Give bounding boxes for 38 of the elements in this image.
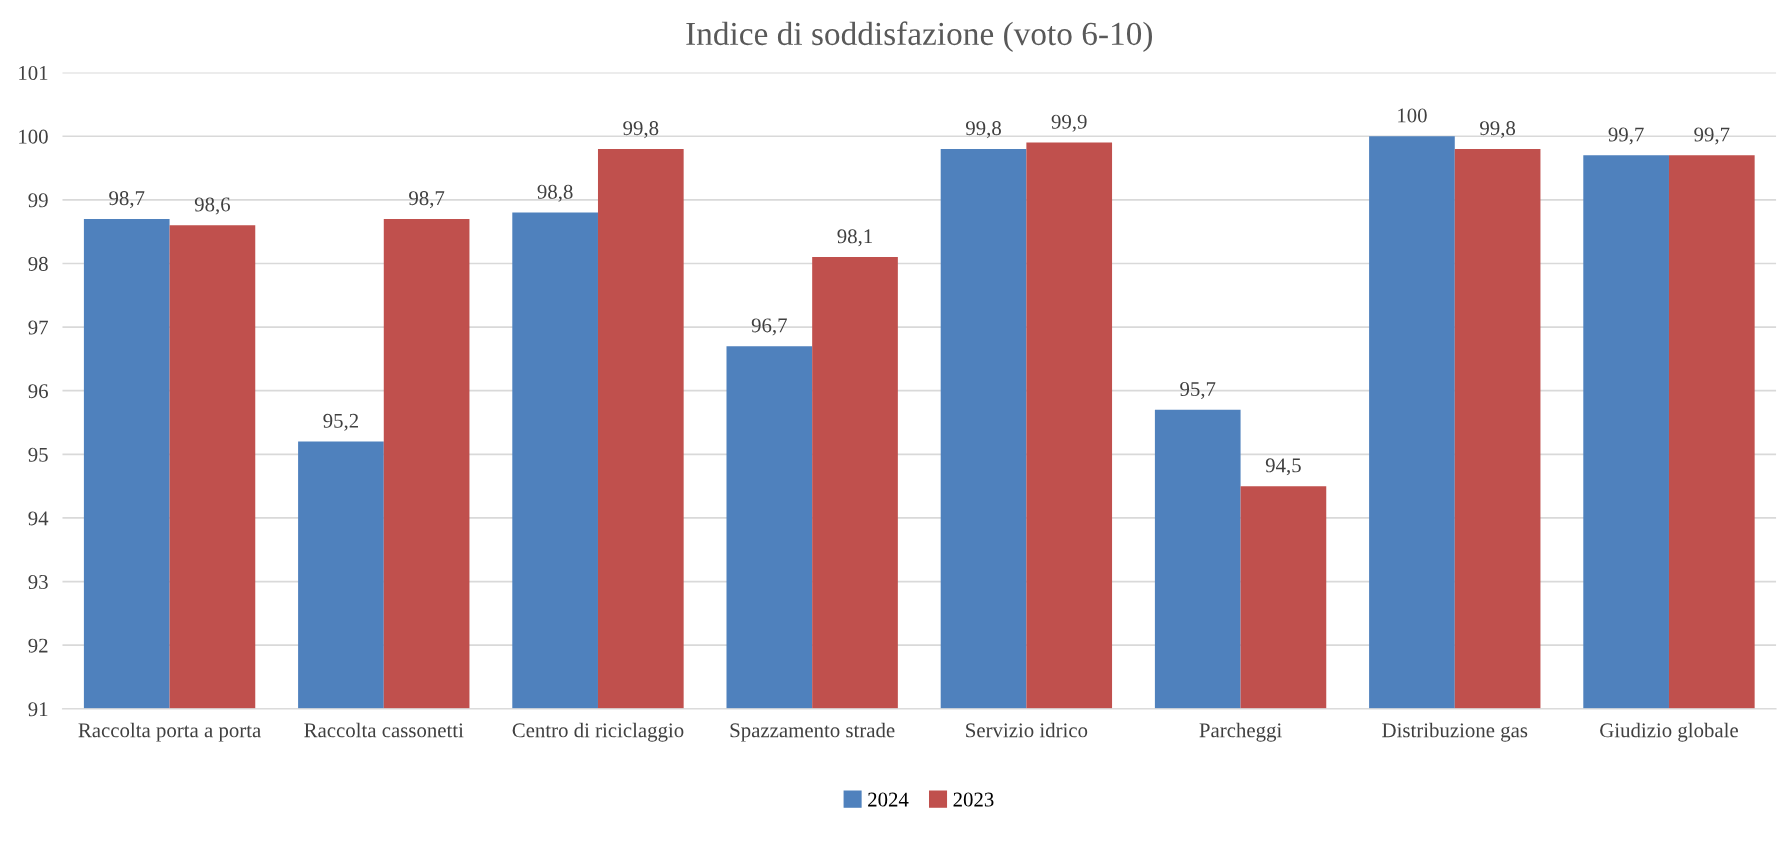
data-label: 99,7 — [1694, 127, 1730, 145]
y-tick-label: 91 — [28, 702, 48, 717]
y-tick-label: 93 — [28, 575, 48, 590]
data-label: 99,7 — [1608, 127, 1644, 145]
y-tick-label: 98 — [28, 256, 48, 271]
data-label: 98,1 — [837, 229, 872, 247]
y-tick-label: 94 — [28, 511, 49, 526]
x-tick-label: Servizio idrico — [966, 722, 1088, 738]
y-tick-label: 99 — [28, 193, 48, 208]
y-tick-label: 96 — [28, 384, 48, 399]
data-label: 98,7 — [409, 191, 445, 209]
chart-title: Indice di soddisfazione (voto 6-10) — [686, 21, 1152, 52]
data-label: 95,2 — [323, 413, 359, 431]
y-tick-label: 97 — [28, 320, 48, 335]
y-tick-label: 100 — [19, 129, 48, 144]
data-label: 98,7 — [109, 191, 145, 209]
y-tick-label: 101 — [19, 65, 48, 81]
data-label: 98,6 — [194, 197, 231, 215]
x-tick-label: Parcheggi — [1199, 722, 1282, 742]
x-tick-label: Raccolta cassonetti — [304, 722, 464, 738]
x-tick-label: Distribuzione gas — [1382, 722, 1528, 742]
data-label: 99,9 — [1051, 114, 1087, 132]
data-label: 94,5 — [1265, 458, 1301, 476]
data-label: 100 — [1398, 108, 1427, 123]
legend-label: 2024 — [868, 792, 909, 807]
data-label: 99,8 — [1480, 121, 1516, 139]
y-tick-label: 92 — [28, 638, 48, 653]
y-tick-label: 95 — [28, 447, 48, 462]
data-label: 96,7 — [751, 318, 787, 336]
x-tick-label: Giudizio globale — [1600, 722, 1738, 742]
data-label: 99,8 — [965, 121, 1001, 139]
x-tick-label: Raccolta porta a porta — [78, 722, 261, 742]
legend-label: 2023 — [953, 792, 994, 807]
x-tick-label: Spazzamento strade — [730, 722, 895, 742]
x-tick-label: Centro di riciclaggio — [512, 722, 684, 742]
data-label: 99,8 — [623, 121, 659, 139]
data-label: 98,8 — [537, 184, 573, 202]
data-label: 95,7 — [1180, 382, 1216, 400]
